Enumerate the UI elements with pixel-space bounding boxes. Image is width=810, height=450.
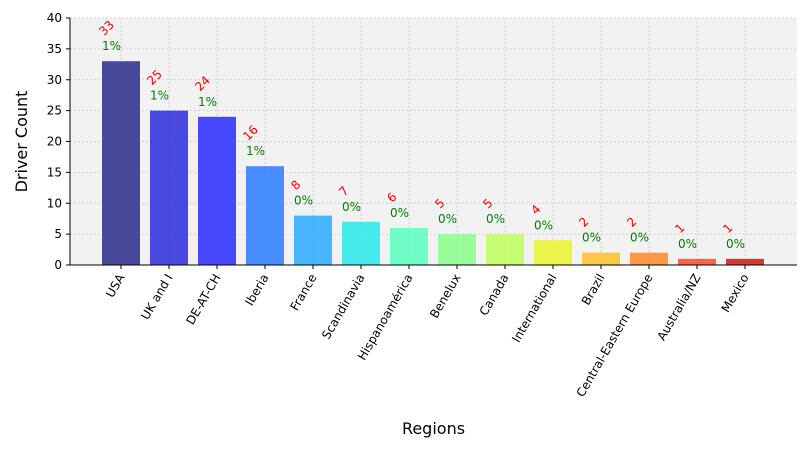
percent-label: 0%	[342, 200, 361, 214]
percent-label: 0%	[438, 212, 457, 226]
x-tick-label: DE-AT-CH	[183, 272, 223, 328]
x-tick-label: Australia/NZ	[654, 272, 703, 343]
percent-label: 0%	[486, 212, 505, 226]
x-tick-label: Scandinavia	[319, 272, 368, 342]
bar-5	[342, 221, 380, 265]
percent-label: 1%	[150, 89, 169, 103]
percent-label: 1%	[102, 39, 121, 53]
x-tick-label: UK and I	[138, 272, 175, 323]
y-tick-label: 25	[47, 104, 62, 118]
x-tick-label: USA	[103, 271, 128, 300]
bar-2	[198, 116, 236, 265]
bar-6	[390, 227, 428, 265]
y-tick-label: 30	[47, 73, 62, 87]
y-axis-ticks: 0 5 10 15 20 25 30 35 40	[47, 11, 70, 272]
bar-10	[582, 252, 620, 265]
x-tick-label: Mexico	[719, 272, 752, 315]
bar-1	[150, 110, 188, 265]
y-tick-label: 40	[47, 11, 62, 25]
percent-label: 0%	[294, 194, 313, 208]
percent-label: 1%	[198, 95, 217, 109]
x-axis-label: Regions	[402, 419, 465, 438]
x-axis-ticks: USA UK and I DE-AT-CH Iberia France Scandinav…	[103, 265, 752, 399]
y-axis-label: Driver Count	[12, 91, 31, 193]
x-tick-label: Iberia	[242, 272, 271, 309]
bar-3	[246, 166, 284, 265]
percent-label: 0%	[678, 237, 697, 251]
percent-label: 0%	[534, 218, 553, 232]
y-tick-label: 15	[47, 165, 62, 179]
percent-label: 0%	[390, 206, 409, 220]
y-tick-label: 35	[47, 42, 62, 56]
bar-0	[102, 61, 140, 265]
bar-4	[294, 215, 332, 265]
bar-9	[534, 240, 572, 265]
x-tick-label: Canada	[477, 272, 512, 319]
x-tick-label: Benelux	[427, 272, 463, 321]
percent-label: 0%	[630, 231, 649, 245]
bar-8	[486, 234, 524, 265]
x-tick-label: International	[509, 272, 559, 345]
percent-label: 0%	[726, 237, 745, 251]
y-tick-label: 0	[54, 258, 62, 272]
bars	[102, 61, 764, 265]
x-tick-label: Brazil	[579, 272, 608, 308]
y-tick-label: 20	[47, 135, 62, 149]
bar-11	[630, 252, 668, 265]
percent-label: 0%	[582, 231, 601, 245]
bar-13	[726, 258, 764, 265]
bar-12	[678, 258, 716, 265]
x-tick-label: France	[288, 272, 320, 314]
y-tick-label: 10	[47, 196, 62, 210]
y-tick-label: 5	[54, 227, 62, 241]
x-tick-label: Hispanoamérica	[355, 272, 416, 363]
bar-7	[438, 234, 476, 265]
percent-label: 1%	[246, 144, 265, 158]
